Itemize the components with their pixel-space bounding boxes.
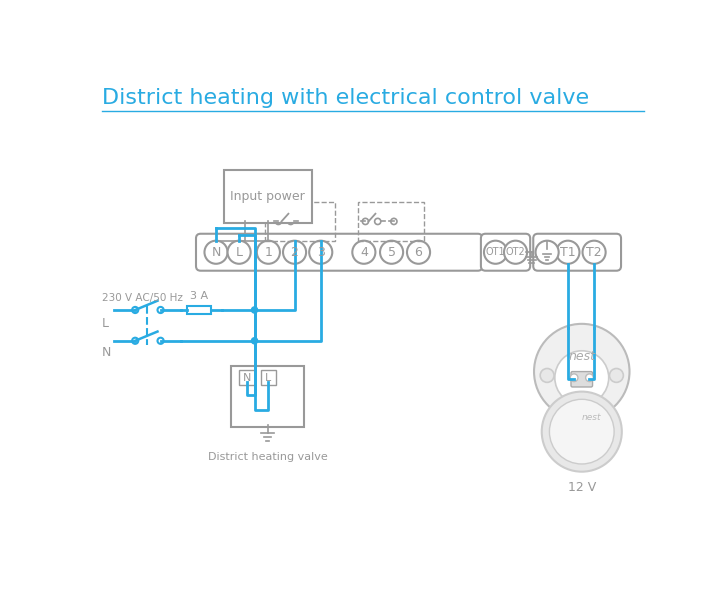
Circle shape [570, 374, 578, 381]
Circle shape [157, 338, 164, 344]
Text: L: L [265, 373, 272, 383]
Text: 230 V AC/50 Hz: 230 V AC/50 Hz [102, 293, 183, 304]
Circle shape [556, 241, 579, 264]
Text: 5: 5 [387, 246, 395, 259]
Circle shape [132, 307, 138, 313]
FancyBboxPatch shape [223, 170, 312, 223]
Text: T1: T1 [560, 246, 576, 259]
Text: 2: 2 [290, 246, 298, 259]
Text: 6: 6 [414, 246, 422, 259]
Circle shape [407, 241, 430, 264]
Text: nest: nest [581, 413, 601, 422]
Text: 4: 4 [360, 246, 368, 259]
Circle shape [609, 368, 623, 383]
Text: N: N [211, 246, 221, 259]
FancyBboxPatch shape [187, 306, 211, 314]
Text: OT1: OT1 [486, 247, 505, 257]
Circle shape [228, 241, 250, 264]
Circle shape [157, 307, 164, 313]
Circle shape [534, 324, 630, 419]
FancyBboxPatch shape [196, 234, 483, 271]
Text: N: N [242, 373, 251, 383]
Circle shape [251, 338, 258, 344]
Circle shape [257, 241, 280, 264]
Circle shape [205, 241, 228, 264]
Text: 12 V: 12 V [568, 481, 596, 494]
FancyBboxPatch shape [232, 366, 304, 427]
Circle shape [484, 241, 507, 264]
Circle shape [536, 241, 558, 264]
Circle shape [585, 374, 593, 381]
Circle shape [555, 351, 609, 405]
Text: 3 A: 3 A [190, 291, 208, 301]
FancyBboxPatch shape [239, 370, 255, 386]
Text: Input power: Input power [230, 190, 305, 203]
Circle shape [283, 241, 306, 264]
Circle shape [504, 241, 527, 264]
FancyBboxPatch shape [571, 372, 593, 387]
Text: nest: nest [569, 350, 596, 363]
Circle shape [132, 338, 138, 344]
Text: District heating with electrical control valve: District heating with electrical control… [102, 89, 589, 108]
Circle shape [288, 219, 294, 225]
FancyBboxPatch shape [533, 234, 621, 271]
Text: 3: 3 [317, 246, 325, 259]
Circle shape [309, 241, 332, 264]
Circle shape [352, 241, 376, 264]
Circle shape [363, 219, 368, 225]
Text: T2: T2 [586, 246, 602, 259]
Text: District heating valve: District heating valve [207, 453, 328, 463]
Text: L: L [102, 317, 109, 330]
FancyBboxPatch shape [261, 370, 276, 386]
Text: N: N [102, 346, 111, 359]
Circle shape [375, 219, 381, 225]
Circle shape [380, 241, 403, 264]
Circle shape [550, 399, 614, 464]
FancyBboxPatch shape [481, 234, 530, 271]
Circle shape [391, 219, 397, 225]
Circle shape [251, 307, 258, 313]
Text: 1: 1 [264, 246, 272, 259]
Circle shape [540, 368, 554, 383]
Circle shape [275, 219, 282, 225]
Text: L: L [236, 246, 242, 259]
Circle shape [582, 241, 606, 264]
Text: OT2: OT2 [506, 247, 526, 257]
Circle shape [542, 391, 622, 472]
